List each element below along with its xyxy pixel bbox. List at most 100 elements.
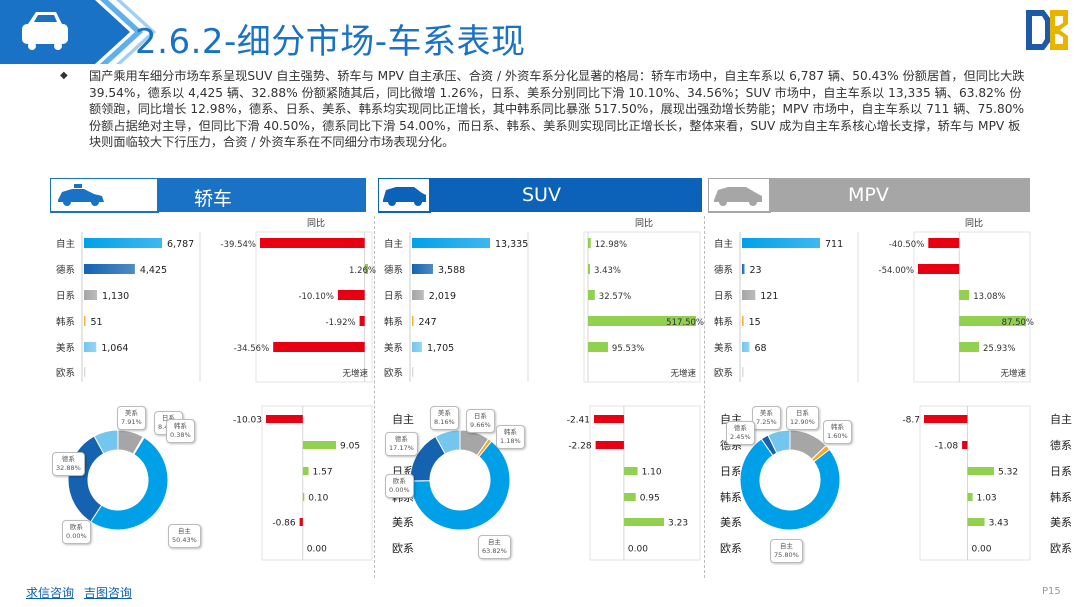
category-label: 德系 bbox=[384, 264, 403, 276]
category-label: 欧系 bbox=[56, 367, 75, 379]
donut-tag: 自主 63.82% bbox=[478, 535, 511, 559]
category-label: 韩系 bbox=[384, 316, 403, 328]
diamond-bullet-icon: ◆ bbox=[60, 70, 68, 81]
donut-slice bbox=[739, 438, 841, 531]
change-category-label: 欧系 bbox=[392, 542, 414, 555]
panel-header-suv bbox=[378, 178, 702, 213]
yoy-bar bbox=[588, 342, 608, 352]
change-bar bbox=[967, 493, 973, 501]
yoy-header: 同比 bbox=[635, 217, 653, 229]
sales-bar bbox=[84, 342, 97, 352]
yoy-bar bbox=[918, 264, 960, 274]
donut-tag: 美系 7.91% bbox=[117, 406, 146, 430]
panel-divider bbox=[374, 216, 375, 578]
yoy-value: -34.56% bbox=[234, 344, 269, 354]
change-frame bbox=[261, 405, 373, 561]
change-category-label: 美系 bbox=[392, 516, 414, 529]
change-category-label: 自主 bbox=[392, 413, 414, 426]
yoy-frame bbox=[255, 231, 373, 383]
yoy-bar bbox=[959, 290, 970, 300]
yoy-bar bbox=[588, 316, 696, 326]
change-value: 5.32 bbox=[998, 468, 1018, 478]
title-banner bbox=[0, 0, 156, 64]
category-label: 日系 bbox=[384, 291, 403, 302]
change-bar bbox=[266, 415, 303, 423]
yoy-bar bbox=[273, 342, 365, 352]
change-value: -2.41 bbox=[567, 416, 590, 426]
change-category-label: 美系 bbox=[1050, 516, 1072, 529]
donut-tag: 欧系 0.00% bbox=[62, 520, 91, 544]
yoy-value: -54.00% bbox=[879, 266, 914, 276]
donut-slice bbox=[89, 436, 169, 531]
yoy-bar bbox=[588, 264, 590, 274]
change-bar bbox=[967, 518, 985, 526]
category-label: 韩系 bbox=[714, 316, 733, 328]
yoy-bar bbox=[928, 238, 960, 248]
sales-bar bbox=[84, 264, 135, 274]
donut-slice bbox=[67, 435, 105, 523]
sales-bar bbox=[412, 316, 414, 326]
yoy-value: 517.50% bbox=[666, 318, 704, 328]
suv-icon bbox=[383, 187, 426, 206]
change-bar bbox=[594, 415, 624, 423]
yoy-bar bbox=[337, 290, 365, 300]
change-value: 1.03 bbox=[977, 494, 997, 504]
footer-link-jitu[interactable]: 吉图咨询 bbox=[83, 586, 132, 600]
yoy-frame bbox=[583, 231, 701, 383]
category-label: 自主 bbox=[714, 238, 733, 250]
yoy-value: -1.92% bbox=[326, 318, 356, 328]
yoy-bar bbox=[588, 238, 591, 248]
yoy-value: 无增速 bbox=[670, 368, 696, 379]
change-category-label: 韩系 bbox=[1050, 490, 1072, 504]
change-category-label: 美系 bbox=[720, 516, 742, 529]
category-label: 德系 bbox=[56, 264, 75, 276]
yoy-header: 同比 bbox=[307, 217, 325, 229]
category-label: 美系 bbox=[56, 342, 75, 354]
change-value: 3.23 bbox=[668, 519, 688, 529]
yoy-value: 32.57% bbox=[599, 292, 631, 302]
footer-link-qiuxin[interactable]: 求信咨询 bbox=[26, 586, 75, 600]
sales-bar bbox=[412, 367, 414, 377]
page-title: 2.6.2-细分市场-车系表现 bbox=[135, 22, 526, 62]
category-label: 韩系 bbox=[56, 316, 75, 328]
donut-tag: 自主 75.80% bbox=[770, 539, 803, 563]
category-label: 自主 bbox=[56, 238, 75, 250]
yoy-frame bbox=[913, 231, 1031, 383]
donut-tag: 日系 9.66% bbox=[466, 409, 495, 433]
sales-value: 4,425 bbox=[140, 265, 167, 276]
yoy-value: 无增速 bbox=[342, 368, 368, 379]
donut-tag: 德系 2.45% bbox=[726, 421, 755, 445]
change-value: 0.10 bbox=[308, 494, 328, 504]
donut-tag: 德系 17.17% bbox=[385, 432, 418, 456]
sales-bar bbox=[412, 342, 422, 352]
change-value: 0.95 bbox=[640, 494, 660, 504]
change-bar bbox=[595, 441, 624, 449]
change-value: -0.86 bbox=[272, 519, 296, 529]
panel-divider bbox=[704, 216, 705, 578]
yoy-value: 95.53% bbox=[612, 344, 644, 354]
sales-bar bbox=[84, 238, 162, 248]
donut-tag: 美系 7.25% bbox=[752, 406, 781, 430]
change-frame bbox=[919, 405, 1031, 561]
yoy-value: 3.43% bbox=[594, 266, 621, 276]
sales-value: 13,335 bbox=[495, 239, 528, 250]
summary-text: ◆ 国产乘用车细分市场车系呈现SUV 自主强势、轿车与 MPV 自主承压、合资 … bbox=[60, 68, 1027, 151]
change-bar bbox=[623, 493, 636, 501]
sales-value: 51 bbox=[91, 317, 103, 328]
change-category-label: 日系 bbox=[720, 465, 742, 478]
sales-bar bbox=[84, 290, 97, 300]
panel-title-mpv: MPV bbox=[848, 184, 889, 206]
sales-value: 711 bbox=[825, 239, 843, 250]
sales-bar bbox=[742, 316, 744, 326]
donut-tag: 日系 12.90% bbox=[786, 406, 819, 430]
yoy-value: -10.10% bbox=[298, 292, 333, 302]
change-category-label: 欧系 bbox=[720, 542, 742, 555]
change-bar bbox=[962, 441, 968, 449]
sales-value: 1,064 bbox=[101, 343, 128, 354]
sales-bar bbox=[412, 238, 490, 248]
logo-icon bbox=[1026, 10, 1068, 50]
change-value: -1.08 bbox=[935, 442, 959, 452]
donut-slice bbox=[476, 438, 493, 458]
donut-tag: 韩系 0.38% bbox=[166, 419, 195, 443]
